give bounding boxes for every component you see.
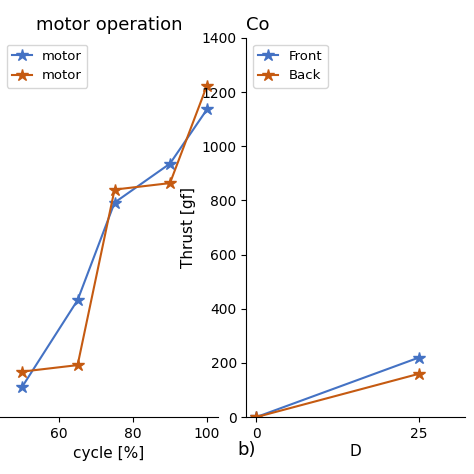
motor bbox=[167, 180, 173, 186]
Front bbox=[254, 414, 259, 420]
Front bbox=[416, 355, 422, 360]
X-axis label: cycle [%]: cycle [%] bbox=[73, 447, 145, 461]
motor bbox=[204, 107, 210, 112]
motor bbox=[75, 297, 81, 303]
Text: Co: Co bbox=[246, 16, 270, 34]
Y-axis label: Thrust [gf]: Thrust [gf] bbox=[181, 187, 196, 268]
motor bbox=[19, 384, 25, 390]
Legend: Front, Back: Front, Back bbox=[253, 45, 328, 88]
motor bbox=[75, 362, 81, 368]
Back bbox=[416, 371, 422, 377]
motor bbox=[112, 187, 118, 192]
Line: Front: Front bbox=[250, 351, 425, 423]
motor bbox=[112, 200, 118, 205]
motor bbox=[167, 161, 173, 166]
Line: motor: motor bbox=[16, 79, 213, 378]
motor bbox=[204, 83, 210, 89]
X-axis label: D: D bbox=[350, 444, 361, 459]
Legend: motor, motor: motor, motor bbox=[7, 45, 87, 88]
Title: motor operation: motor operation bbox=[36, 16, 182, 34]
Back bbox=[254, 414, 259, 420]
motor bbox=[19, 369, 25, 374]
Line: motor: motor bbox=[16, 103, 213, 393]
Line: Back: Back bbox=[250, 367, 425, 423]
Text: b): b) bbox=[237, 441, 255, 459]
